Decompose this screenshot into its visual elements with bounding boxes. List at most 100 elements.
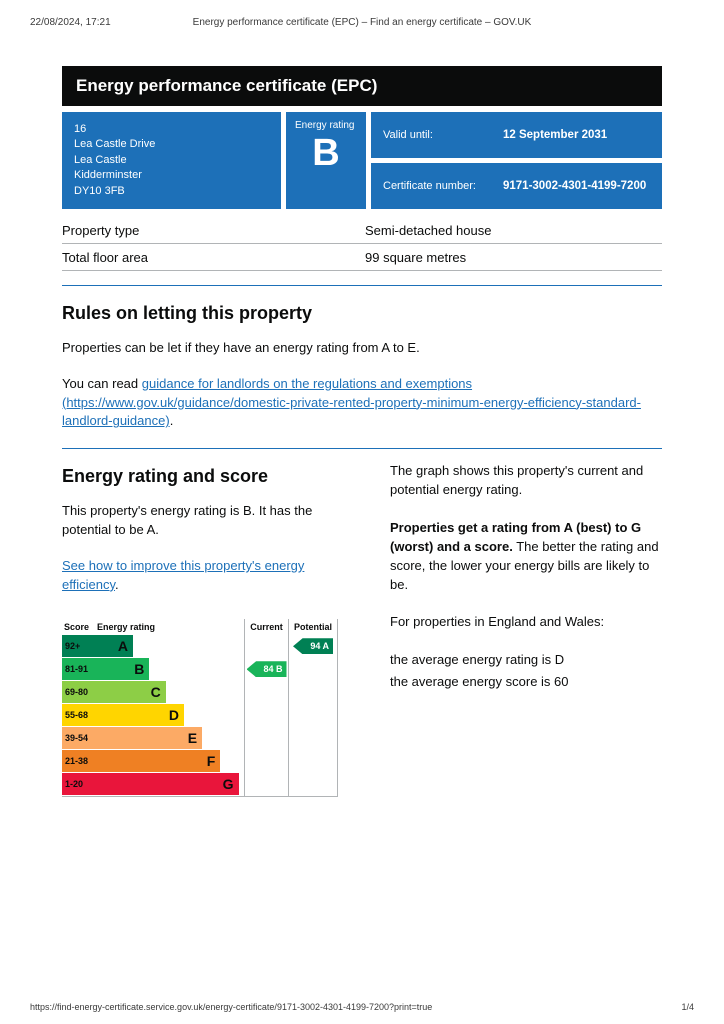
- band-letter: B: [134, 661, 145, 678]
- potential-rating-arrow: 94 A: [293, 638, 333, 655]
- property-address: 16 Lea Castle Drive Lea Castle Kiddermin…: [62, 112, 281, 209]
- rating-scale-explainer: Properties get a rating from A (best) to…: [390, 519, 662, 594]
- rating-scale-bold: Properties get a rating from A (best) to…: [390, 520, 642, 554]
- epc-slot: 84 B: [245, 658, 288, 681]
- rating-scale-rest: The better the rating and score, the low…: [390, 538, 659, 592]
- epc-band-row: 55-68 D: [62, 704, 244, 727]
- epc-slot: [289, 658, 337, 681]
- energy-rating-value: B: [312, 132, 340, 174]
- epc-band-row: 1-20 G: [62, 773, 244, 796]
- address-line: Lea Castle Drive: [74, 138, 156, 151]
- print-datetime: 22/08/2024, 17:21: [30, 17, 111, 28]
- band-letter: E: [187, 730, 198, 747]
- average-score: the average energy score is 60: [390, 674, 569, 690]
- epc-band-row: 69-80 C: [62, 681, 244, 704]
- print-page-number: 1/4: [681, 1002, 694, 1012]
- print-page-title: Energy performance certificate (EPC) – F…: [192, 17, 532, 28]
- epc-slot: [289, 750, 337, 773]
- epc-slot: 94 A: [289, 635, 337, 658]
- certificate-meta: Valid until: 12 September 2031 Certifica…: [371, 112, 662, 209]
- epc-slot: [289, 727, 337, 750]
- band-score-range: 69-80: [65, 687, 89, 698]
- property-type-value: Semi-detached house: [365, 222, 492, 238]
- floor-area-value: 99 square metres: [365, 249, 467, 265]
- epc-band-g: 1-20 G: [62, 773, 239, 796]
- epc-slot: [289, 681, 337, 704]
- epc-slot: [289, 773, 337, 796]
- epc-slot: [245, 635, 288, 658]
- certificate-content: Energy performance certificate (EPC) 16 …: [62, 66, 662, 797]
- epc-band-e: 39-54 E: [62, 727, 203, 750]
- address-line: Lea Castle: [74, 153, 127, 166]
- epc-band-c: 69-80 C: [62, 681, 166, 704]
- epc-chart-header: Score Energy rating: [62, 619, 244, 635]
- band-score-range: 81-91: [65, 664, 89, 675]
- certificate-number-label: Certificate number:: [383, 179, 476, 192]
- section-divider: [62, 284, 662, 286]
- band-score-range: 21-38: [65, 756, 89, 767]
- print-header: 22/08/2024, 17:21 Energy performance cer…: [30, 17, 694, 28]
- energy-rating-box: Energy rating B: [286, 112, 366, 209]
- epc-slot: [245, 773, 288, 796]
- rating-and-score-section: Energy rating and score This property's …: [62, 449, 662, 797]
- average-rating: the average energy rating is D: [390, 652, 565, 668]
- landlord-guidance-link[interactable]: guidance for landlords on the regulation…: [62, 375, 641, 429]
- improve-efficiency-link[interactable]: See how to improve this property's energ…: [62, 558, 305, 592]
- guidance-paragraph: You can read guidance for landlords on t…: [62, 375, 662, 432]
- address-line: 16: [74, 123, 87, 135]
- rules-heading: Rules on letting this property: [62, 302, 313, 323]
- print-url: https://find-energy-certificate.service.…: [30, 1002, 433, 1012]
- epc-band-a: 92+ A: [62, 635, 133, 658]
- valid-until-label: Valid until:: [383, 128, 433, 141]
- current-header: Current: [250, 621, 283, 632]
- address-line: DY10 3FB: [74, 184, 125, 197]
- epc-band-row: 81-91 B: [62, 658, 244, 681]
- address-line: Kidderminster: [74, 169, 142, 182]
- band-letter: F: [206, 753, 216, 770]
- property-type-label: Property type: [62, 222, 140, 238]
- rating-explanation-column: The graph shows this property's current …: [390, 449, 662, 796]
- section-divider: [62, 448, 662, 450]
- epc-band-row: 39-54 E: [62, 727, 244, 750]
- current-rating-arrow: 84 B: [246, 661, 287, 678]
- epc-slot: [245, 681, 288, 704]
- table-row: Property type Semi-detached house: [62, 217, 662, 244]
- band-score-range: 55-68: [65, 710, 89, 721]
- band-letter: G: [222, 776, 234, 793]
- table-row: Total floor area 99 square metres: [62, 244, 662, 271]
- rating-paragraph: This property's energy rating is B. It h…: [62, 503, 313, 538]
- rating-column: Energy rating and score This property's …: [62, 449, 364, 797]
- band-score-range: 39-54: [65, 733, 89, 744]
- band-score-range: 1-20: [65, 779, 84, 790]
- certificate-number-box: Certificate number: 9171-3002-4301-4199-…: [371, 162, 662, 209]
- energy-rating-label: Energy rating: [295, 120, 355, 131]
- graph-explainer: The graph shows this property's current …: [390, 463, 644, 498]
- epc-slot: [289, 704, 337, 727]
- band-letter: D: [168, 707, 179, 724]
- epc-band-b: 81-91 B: [62, 658, 150, 681]
- epc-band-row: 92+ A: [62, 635, 244, 658]
- score-header: Score: [64, 621, 90, 632]
- epc-band-row: 21-38 F: [62, 750, 244, 773]
- certificate-title-banner: Energy performance certificate (EPC): [62, 66, 662, 106]
- rating-heading: Energy rating and score: [62, 466, 269, 487]
- rules-section: Rules on letting this property Propertie…: [62, 303, 662, 431]
- valid-until-value: 12 September 2031: [503, 128, 608, 141]
- epc-band-f: 21-38 F: [62, 750, 221, 773]
- property-details-table: Property type Semi-detached house Total …: [62, 217, 662, 271]
- epc-bands-column: Score Energy rating 92+ A 81-91 B 69-80 C 55-6…: [62, 619, 244, 796]
- improve-paragraph: See how to improve this property's energ…: [62, 557, 364, 595]
- band-score-range: 92+: [65, 641, 81, 652]
- potential-header: Potential: [293, 621, 332, 632]
- certificate-number-value: 9171-3002-4301-4199-7200: [503, 179, 647, 192]
- england-wales-intro: For properties in England and Wales:: [390, 614, 605, 630]
- energy-rating-header: Energy rating: [97, 621, 156, 632]
- band-letter: A: [117, 638, 128, 655]
- guidance-intro: You can read: [62, 375, 142, 391]
- print-footer: https://find-energy-certificate.service.…: [30, 1002, 694, 1012]
- valid-until-box: Valid until: 12 September 2031: [371, 112, 662, 158]
- epc-slot: [245, 704, 288, 727]
- improve-suffix: .: [115, 576, 119, 592]
- epc-slot: [245, 750, 288, 773]
